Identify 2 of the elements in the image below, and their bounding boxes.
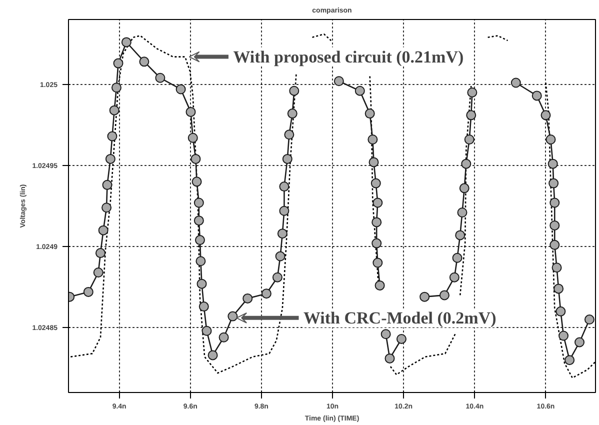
annotation: With CRC-Model (0.2mV) <box>303 308 496 328</box>
annotation: With proposed circuit (0.21mV) <box>233 47 464 66</box>
